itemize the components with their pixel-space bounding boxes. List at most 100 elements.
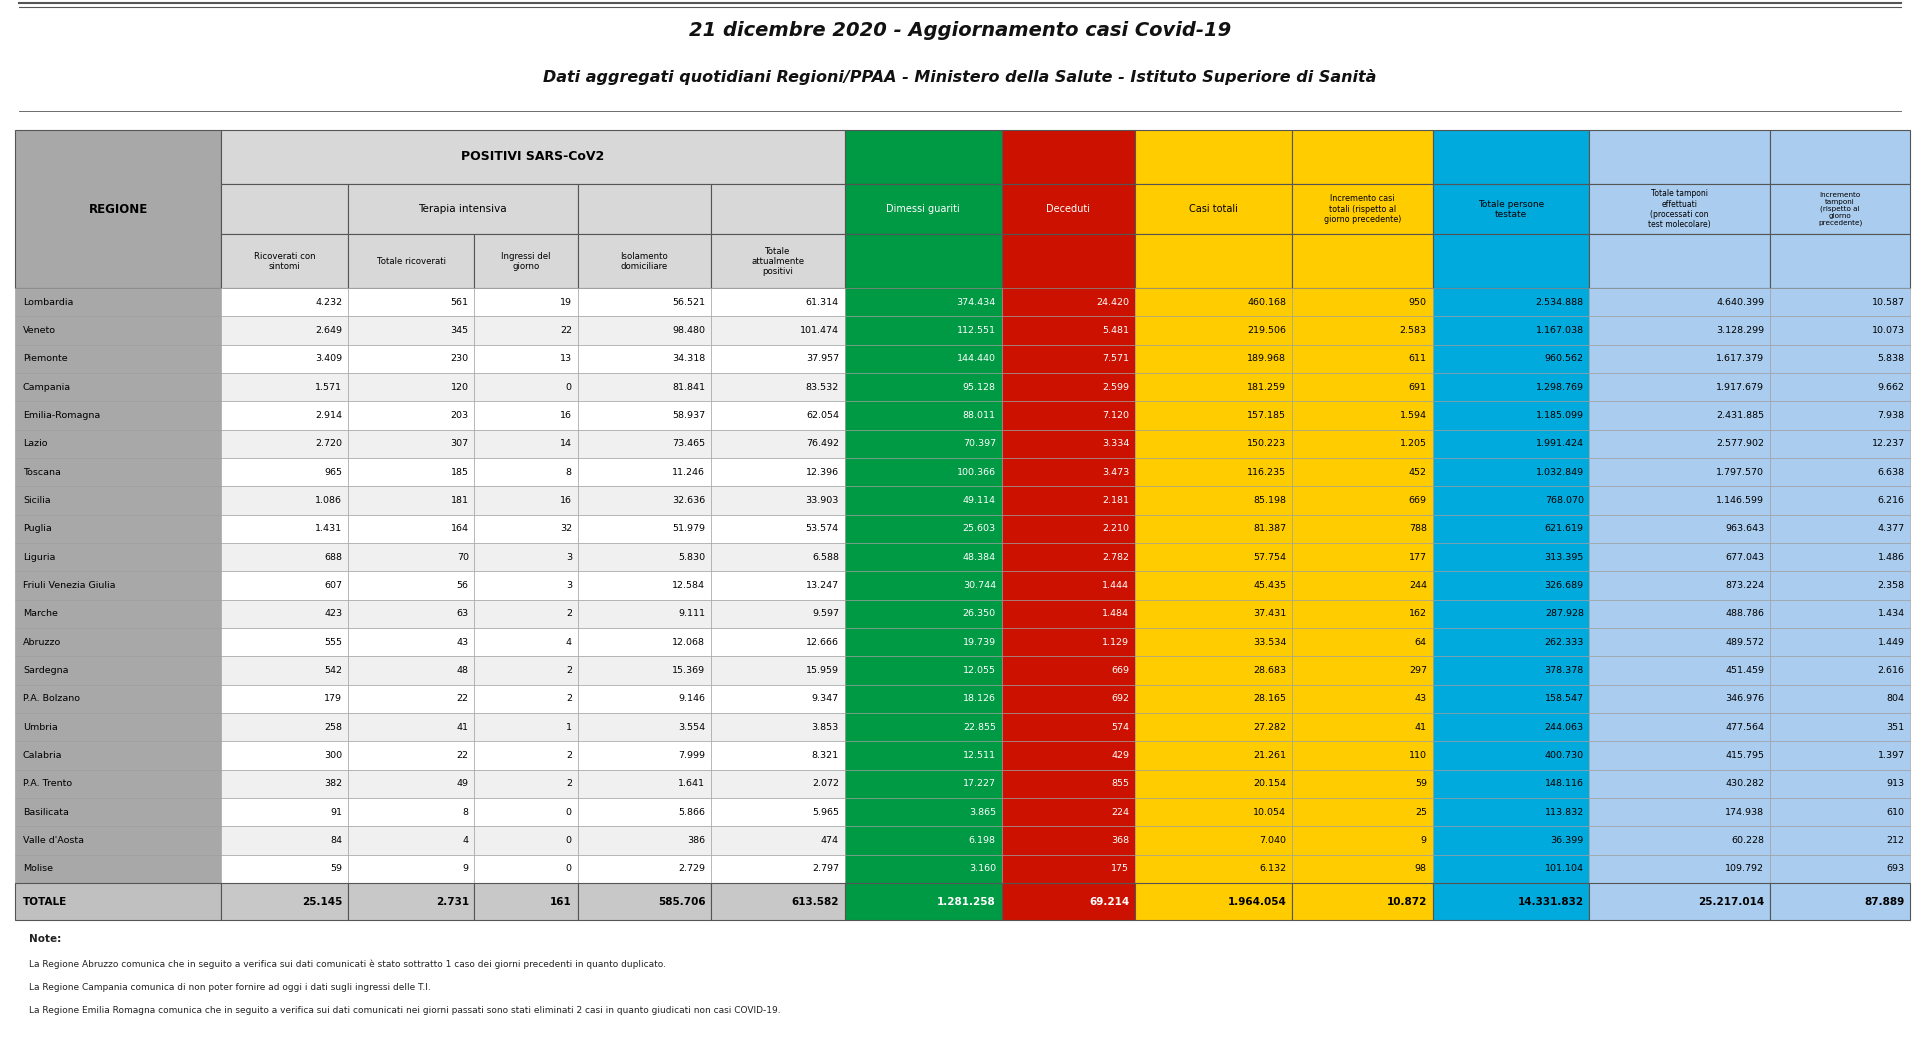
Text: 1.298.769: 1.298.769: [1536, 383, 1584, 392]
Text: Incremento casi
totali (rispetto al
giorno precedente): Incremento casi totali (rispetto al gior…: [1323, 194, 1402, 224]
Bar: [1590, 487, 1770, 515]
Text: Isolamento
domiciliare: Isolamento domiciliare: [620, 252, 668, 270]
Bar: [578, 487, 710, 515]
Text: 28.165: 28.165: [1254, 695, 1286, 703]
Bar: [15, 684, 221, 713]
Bar: [1292, 458, 1432, 487]
Bar: [578, 430, 710, 458]
Bar: [1002, 401, 1135, 430]
Text: 12.068: 12.068: [672, 638, 705, 647]
Text: Totale persone
testate: Totale persone testate: [1478, 200, 1544, 218]
Bar: [1770, 373, 1910, 401]
Text: 351: 351: [1887, 723, 1905, 732]
Text: 430.282: 430.282: [1724, 779, 1764, 788]
Bar: [1590, 130, 1770, 184]
Bar: [1002, 855, 1135, 883]
Text: 53.574: 53.574: [806, 524, 839, 534]
Text: 1.449: 1.449: [1878, 638, 1905, 647]
Text: 91: 91: [330, 808, 342, 816]
Bar: [348, 742, 474, 770]
Bar: [1135, 487, 1292, 515]
Bar: [578, 401, 710, 430]
Bar: [348, 600, 474, 628]
Text: 7.571: 7.571: [1102, 355, 1129, 363]
Text: 1.434: 1.434: [1878, 609, 1905, 619]
Text: 5.481: 5.481: [1102, 327, 1129, 335]
Text: 2.210: 2.210: [1102, 524, 1129, 534]
Text: 1.991.424: 1.991.424: [1536, 440, 1584, 448]
Bar: [15, 344, 221, 373]
Text: Toscana: Toscana: [23, 468, 61, 476]
Bar: [348, 656, 474, 684]
Text: 33.534: 33.534: [1254, 638, 1286, 647]
Text: 460.168: 460.168: [1248, 297, 1286, 307]
Bar: [1770, 344, 1910, 373]
Text: 378.378: 378.378: [1544, 666, 1584, 675]
Text: 688: 688: [324, 553, 342, 562]
Bar: [1770, 430, 1910, 458]
Text: 59: 59: [330, 864, 342, 874]
Text: 3.160: 3.160: [970, 864, 996, 874]
Bar: [348, 713, 474, 742]
Bar: [348, 827, 474, 855]
Bar: [1002, 430, 1135, 458]
Bar: [1770, 684, 1910, 713]
Bar: [1590, 288, 1770, 316]
Bar: [1590, 684, 1770, 713]
Bar: [221, 288, 348, 316]
Text: 1.431: 1.431: [315, 524, 342, 534]
Text: 34.318: 34.318: [672, 355, 705, 363]
Bar: [845, 684, 1002, 713]
Text: 22: 22: [457, 695, 468, 703]
Text: 477.564: 477.564: [1726, 723, 1764, 732]
Text: Liguria: Liguria: [23, 553, 56, 562]
Text: Sicilia: Sicilia: [23, 496, 50, 505]
Bar: [1770, 130, 1910, 184]
Text: 913: 913: [1887, 779, 1905, 788]
Bar: [1002, 234, 1135, 288]
Bar: [710, 571, 845, 600]
Bar: [1135, 316, 1292, 344]
Bar: [348, 344, 474, 373]
Bar: [710, 883, 845, 920]
Bar: [710, 184, 845, 234]
Bar: [1770, 487, 1910, 515]
Text: 98.480: 98.480: [672, 327, 705, 335]
Bar: [1135, 656, 1292, 684]
Text: 48: 48: [457, 666, 468, 675]
Bar: [474, 827, 578, 855]
Text: 374.434: 374.434: [956, 297, 996, 307]
Bar: [578, 184, 710, 234]
Bar: [1135, 430, 1292, 458]
Text: Valle d'Aosta: Valle d'Aosta: [23, 836, 84, 846]
Text: 8.321: 8.321: [812, 751, 839, 760]
Bar: [15, 656, 221, 684]
Text: 56: 56: [457, 581, 468, 590]
Bar: [15, 515, 221, 543]
Bar: [1770, 855, 1910, 883]
Text: 25.217.014: 25.217.014: [1697, 896, 1764, 907]
Text: 37.431: 37.431: [1254, 609, 1286, 619]
Bar: [578, 515, 710, 543]
Bar: [474, 288, 578, 316]
Bar: [15, 855, 221, 883]
Bar: [710, 430, 845, 458]
Text: 58.937: 58.937: [672, 411, 705, 420]
Bar: [1770, 600, 1910, 628]
Text: Friuli Venezia Giulia: Friuli Venezia Giulia: [23, 581, 115, 590]
Text: 2.431.885: 2.431.885: [1716, 411, 1764, 420]
Text: Totale tamponi
effettuati
(processati con
test molecolare): Totale tamponi effettuati (processati co…: [1649, 189, 1711, 229]
Bar: [845, 130, 1002, 184]
Bar: [1432, 430, 1590, 458]
Text: 1.486: 1.486: [1878, 553, 1905, 562]
Bar: [710, 344, 845, 373]
Bar: [348, 684, 474, 713]
Bar: [15, 316, 221, 344]
Text: 101.104: 101.104: [1546, 864, 1584, 874]
Bar: [474, 543, 578, 571]
Text: 6.216: 6.216: [1878, 496, 1905, 505]
Bar: [1590, 515, 1770, 543]
Bar: [1770, 184, 1910, 234]
Text: 1.146.599: 1.146.599: [1716, 496, 1764, 505]
Bar: [1432, 600, 1590, 628]
